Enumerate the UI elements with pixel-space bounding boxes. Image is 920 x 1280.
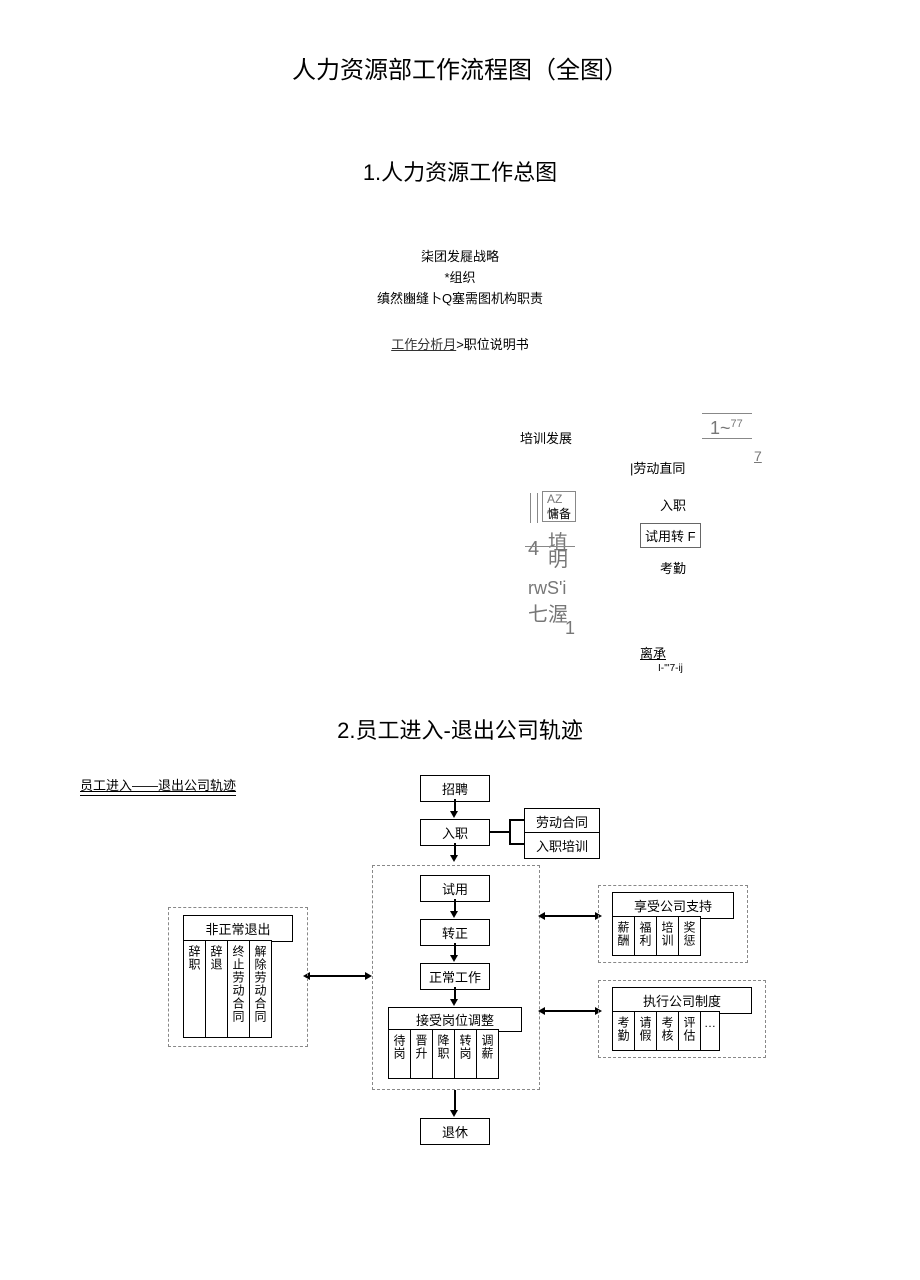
s1-link-line: 工作分析月>职位说明书 xyxy=(0,334,920,353)
r1-cell: 奖惩 xyxy=(679,916,701,956)
trial-box: 试用转 F xyxy=(640,523,701,548)
adjust-cell: 降职 xyxy=(433,1029,455,1079)
conn xyxy=(509,819,524,821)
node-retire: 退休 xyxy=(420,1118,490,1145)
arrow-icon xyxy=(450,955,458,962)
r2-cell: 评估 xyxy=(679,1011,701,1051)
left-row: 辞职 辞退 终止劳动合同 解除劳动合同 xyxy=(183,940,272,1038)
adjust-cell: 待岗 xyxy=(388,1029,411,1079)
adjust-cell: 转岗 xyxy=(455,1029,477,1079)
conn xyxy=(454,843,456,855)
line-top xyxy=(702,413,752,414)
labor-label: |劳动直同 xyxy=(630,458,685,477)
s1-line1: 柒团发屣战略 xyxy=(0,247,920,268)
left-title: 非正常退出 xyxy=(183,915,293,942)
s1-line2a: *组织 xyxy=(0,268,920,289)
s1-link: 工作分析月 xyxy=(391,337,456,352)
right2-row: 考勤 请假 考核 评估 … xyxy=(612,1011,720,1051)
node-trial: 试用 xyxy=(420,875,490,902)
arrow-icon xyxy=(450,1110,458,1117)
right2-title: 执行公司制度 xyxy=(612,987,752,1014)
flowchart: 员工进入——退出公司轨迹 招聘 入职 劳动合同 入职培训 试用 转正 正常工作 … xyxy=(0,775,920,1155)
flowchart-caption: 员工进入——退出公司轨迹 xyxy=(80,775,236,796)
num-1tilde: 1~77 xyxy=(710,418,743,439)
line-mid xyxy=(702,438,752,439)
attendance-label: 考勤 xyxy=(660,558,686,577)
section2-title: 2.员工进入-退出公司轨迹 xyxy=(0,713,920,745)
section1-diagram: 培训发展 1~77 7 |劳动直同 AZ慵备 入职 试用转 F 4 埴明 考勤 … xyxy=(0,353,920,673)
right1-row: 薪酬 福利 培训 奖惩 xyxy=(612,916,701,956)
node-contract: 劳动合同 xyxy=(524,808,600,835)
num-7: 7 xyxy=(754,448,762,464)
left-cell: 辞退 xyxy=(206,940,228,1038)
s1-link-after: >职位说明书 xyxy=(456,337,529,352)
arrow-icon xyxy=(450,911,458,918)
qiwo: 七渥 xyxy=(528,598,568,627)
bi-arrow-icon xyxy=(545,1010,595,1012)
left-cell: 辞职 xyxy=(183,940,206,1038)
entry-label: 入职 xyxy=(660,495,686,514)
arrow-icon xyxy=(450,855,458,862)
r2-cell: 请假 xyxy=(635,1011,657,1051)
r1-cell: 福利 xyxy=(635,916,657,956)
main-title: 人力资源部工作流程图（全图） xyxy=(0,0,920,85)
leave-label: 离承 xyxy=(640,643,666,662)
adjust-row: 待岗 晋升 降职 转岗 调薪 xyxy=(388,1029,499,1079)
r2-cell: 考勤 xyxy=(612,1011,635,1051)
adjust-cell: 调薪 xyxy=(477,1029,499,1079)
az-box: AZ慵备 xyxy=(542,491,576,522)
line-4 xyxy=(525,546,575,547)
left-cell: 终止劳动合同 xyxy=(228,940,250,1038)
rws: rwS'i xyxy=(528,578,566,599)
node-onboard: 入职 xyxy=(420,819,490,846)
training-label: 培训发展 xyxy=(520,428,572,447)
ming: 埴明 xyxy=(548,535,568,569)
left-cell: 解除劳动合同 xyxy=(250,940,272,1038)
bi-arrow-icon xyxy=(310,975,365,977)
r1-cell: 培训 xyxy=(657,916,679,956)
section1-text-block: 柒团发屣战略 *组织 缜然豳缝卜Q塞需图机构职责 xyxy=(0,247,920,309)
conn xyxy=(490,831,510,833)
r1-cell: 薪酬 xyxy=(612,916,635,956)
node-training: 入职培训 xyxy=(524,832,600,859)
adjust-cell: 晋升 xyxy=(411,1029,433,1079)
r2-cell: 考核 xyxy=(657,1011,679,1051)
conn xyxy=(454,1090,456,1110)
s1-line2b: 缜然豳缝卜Q塞需图机构职责 xyxy=(0,289,920,310)
r2-cell: … xyxy=(701,1011,720,1051)
conn xyxy=(454,799,456,811)
arrow-icon xyxy=(450,999,458,1006)
section1-title: 1.人力资源工作总图 xyxy=(0,155,920,187)
node-regular: 转正 xyxy=(420,919,490,946)
arrow-icon xyxy=(450,811,458,818)
bracket xyxy=(530,493,538,523)
node-work: 正常工作 xyxy=(420,963,490,990)
conn xyxy=(509,843,524,845)
bi-arrow-icon xyxy=(545,915,595,917)
tail: I-'"7-ij xyxy=(658,663,683,674)
node-recruit: 招聘 xyxy=(420,775,490,802)
num-4: 4 xyxy=(528,538,539,561)
conn xyxy=(454,943,456,955)
conn xyxy=(454,899,456,911)
one: 1 xyxy=(565,618,575,639)
conn xyxy=(454,987,456,999)
conn xyxy=(509,819,511,844)
right1-title: 享受公司支持 xyxy=(612,892,734,919)
